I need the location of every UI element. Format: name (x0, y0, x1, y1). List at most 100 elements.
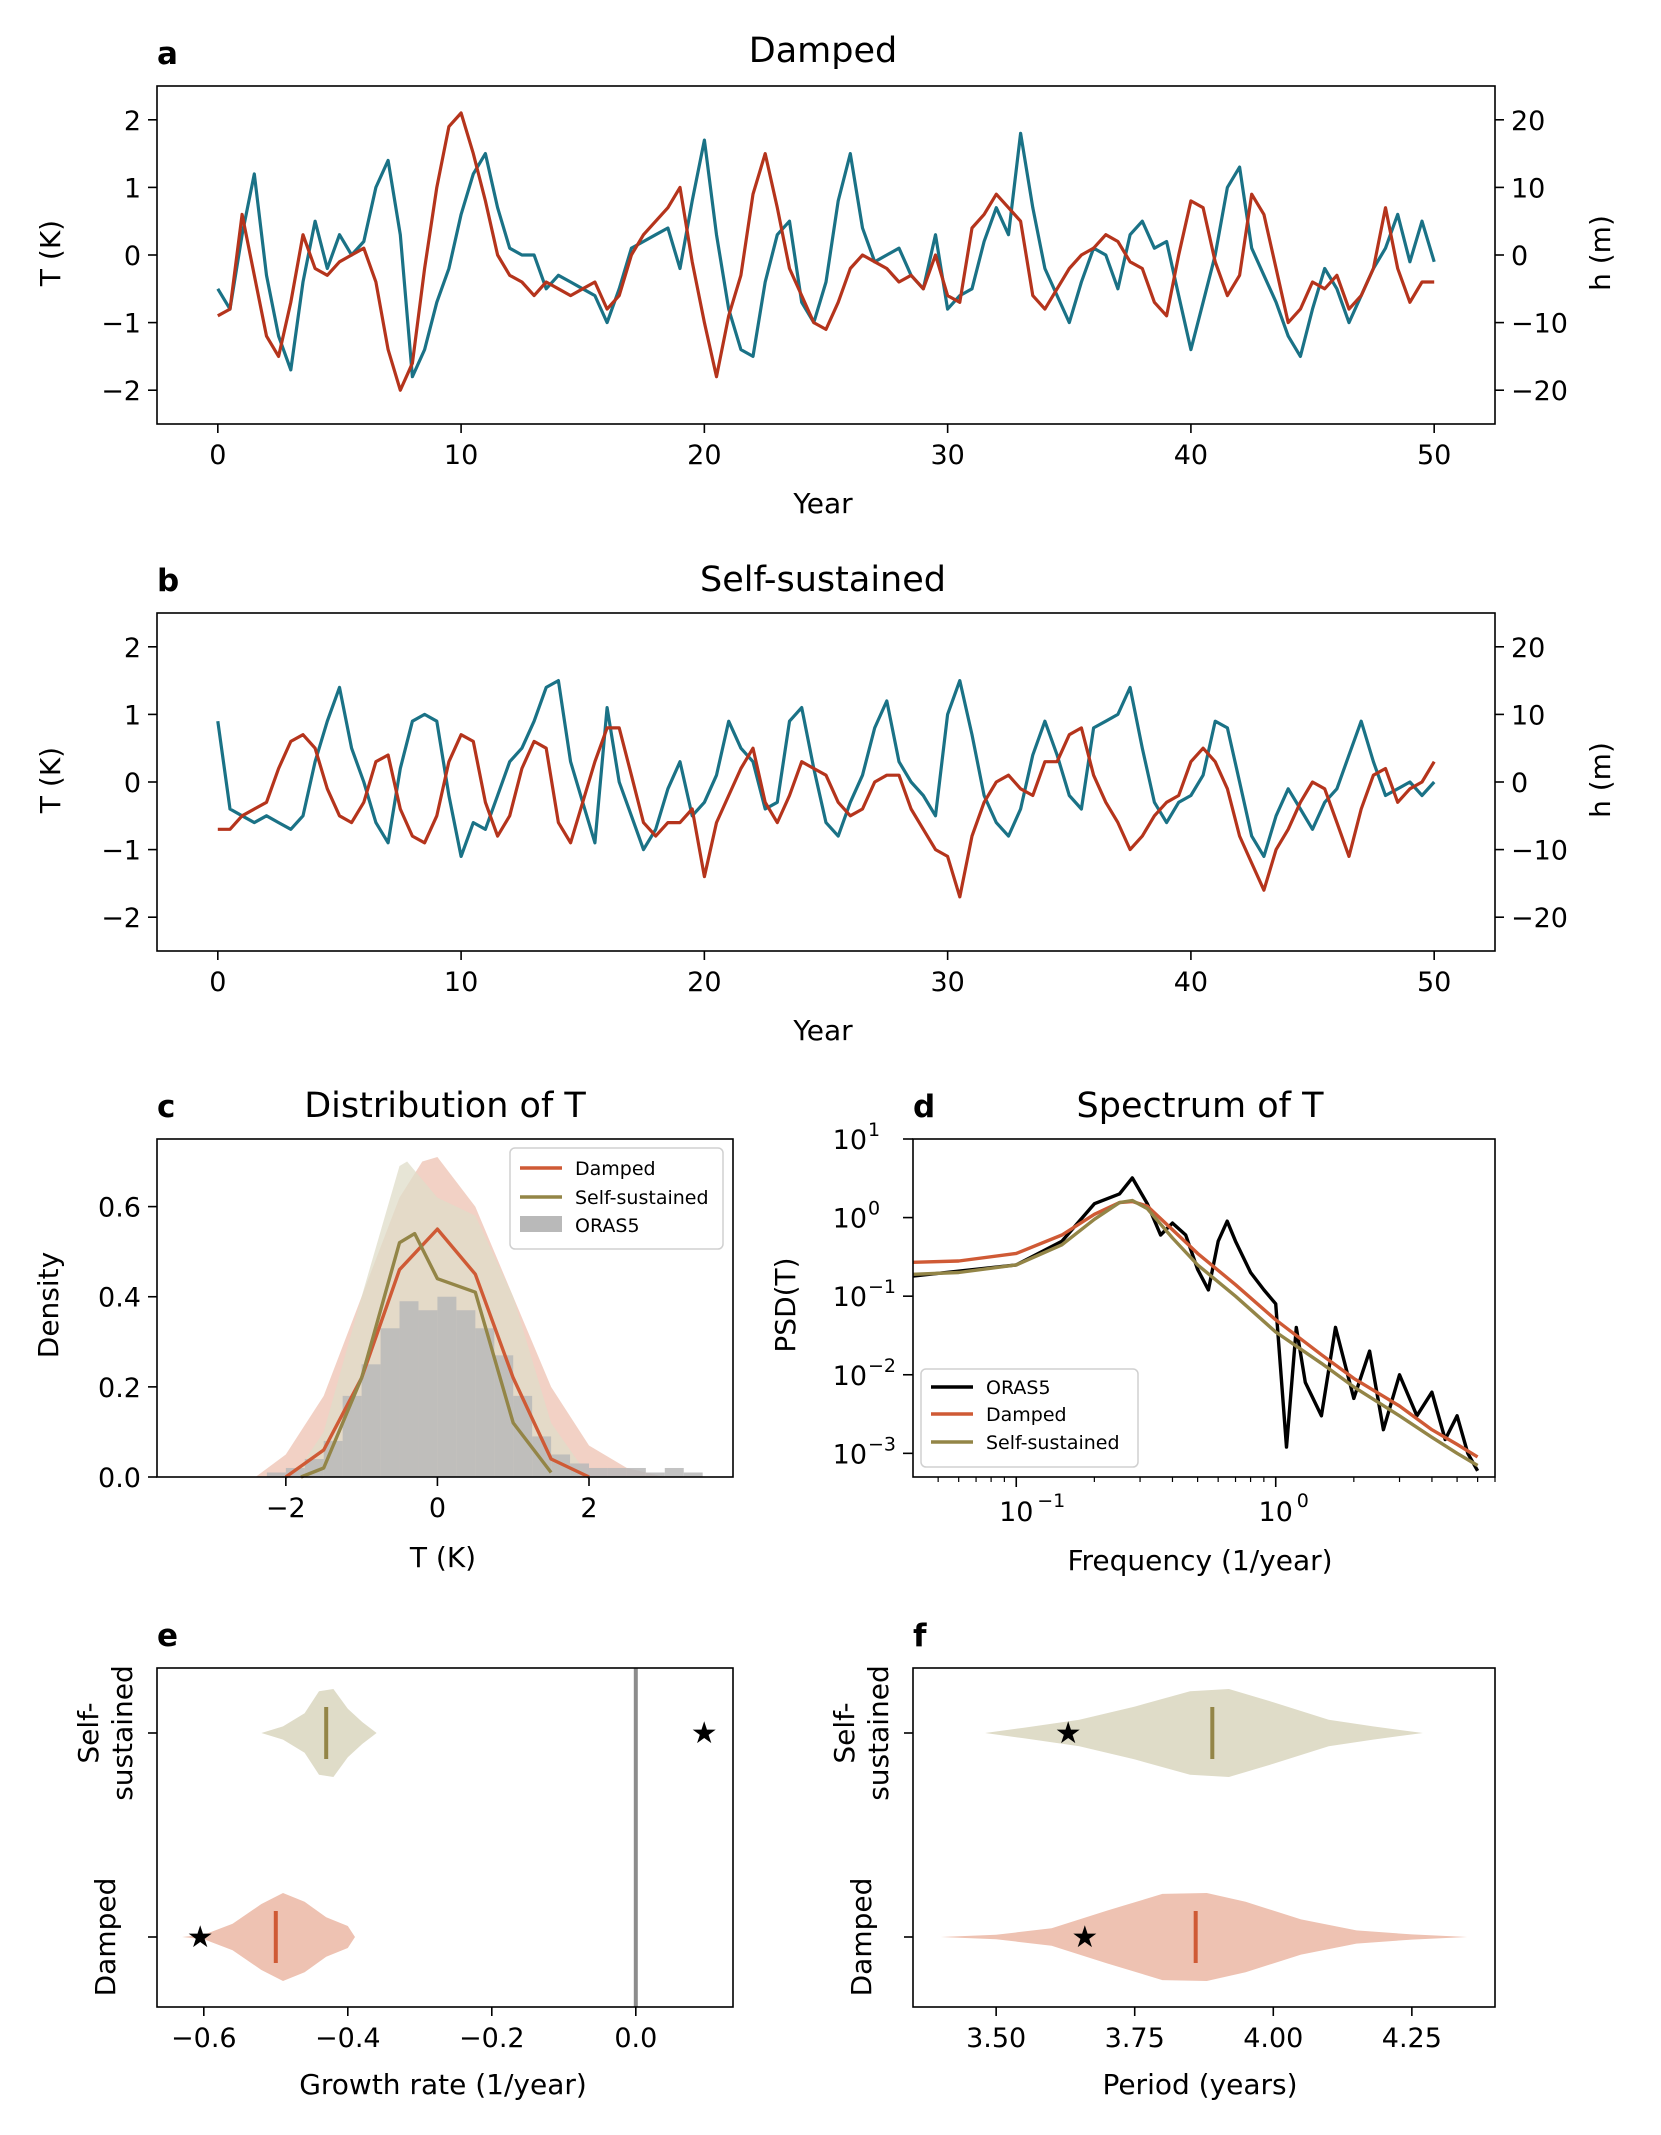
y-tick-label: 0.6 (98, 1193, 141, 1224)
category-label: Damped (89, 1878, 122, 1997)
y-tick-label-left: −1 (101, 836, 141, 867)
hist-bar (494, 1355, 514, 1477)
panel-d-title: Spectrum of T (1077, 1086, 1325, 1126)
panel-c-letter: c (157, 1089, 175, 1125)
legend-entry-damped: Damped (575, 1158, 656, 1180)
category-label: sustained (862, 1665, 895, 1801)
panel-f-plot: ★ ★ 3.50 3.75 4.00 4.25 Self-sustained Damped (828, 1665, 1496, 2054)
hist-bar (380, 1328, 400, 1477)
axes-frame (156, 1138, 734, 1478)
panel-e-xlabel: Growth rate (1/year) (299, 2068, 587, 2101)
y-tick-label-right: 0 (1511, 241, 1528, 272)
hist-bar (418, 1310, 438, 1477)
oras5-star-damped: ★ (1071, 1920, 1098, 1955)
x-tick-label: 4.00 (1243, 2023, 1303, 2054)
x-tick-label: −0.6 (171, 2023, 237, 2054)
x-tick-label: −0.4 (315, 2023, 381, 2054)
category-label: Self- (828, 1702, 861, 1763)
x-tick-label: 10 (999, 1497, 1033, 1528)
x-tick-label: 2 (580, 1493, 597, 1524)
legend-entry-oras5: ORAS5 (575, 1215, 640, 1237)
legend-swatch-oras5 (520, 1216, 562, 1232)
y-tick-label-left: 2 (124, 633, 141, 664)
kde-line-self-sustained (300, 1231, 553, 1479)
hist-bar (683, 1472, 703, 1477)
x-tick-label: 10 (444, 440, 478, 471)
category-label: Self- (72, 1702, 105, 1763)
psd-line-oras5 (912, 1176, 1480, 1472)
x-tick-label: 40 (1174, 440, 1208, 471)
y-tick-label-left: 2 (124, 106, 141, 137)
hist-bar (456, 1310, 476, 1477)
panel-a-xlabel: Year (792, 487, 853, 520)
panel-b: b Self-sustained 0 10 20 30 40 50−2−1012−20−1… (34, 560, 1617, 1047)
series-line-h (217, 111, 1435, 392)
hist-bar (664, 1467, 684, 1477)
panel-c-xlabel: T (K) (409, 1541, 476, 1574)
violin-damped (182, 1893, 355, 1981)
x-tick-label: −0.2 (459, 2023, 525, 2054)
legend-entry-self-sustained: Self-sustained (575, 1187, 709, 1209)
x-tick-label: 30 (930, 440, 964, 471)
y-tick-label-right: −10 (1511, 836, 1568, 867)
hist-bar (323, 1440, 343, 1477)
y-tick-exponent: 0 (868, 1198, 880, 1220)
panel-d-ylabel: PSD(T) (769, 1257, 802, 1352)
y-tick-label-right: 20 (1511, 633, 1545, 664)
panel-b-ylabel-right: h (m) (1584, 742, 1617, 818)
axes-frame (912, 1667, 1496, 2008)
y-tick-label: 0.0 (98, 1463, 141, 1494)
hist-bar (342, 1395, 362, 1477)
panel-a-ylabel-left: T (K) (34, 220, 67, 287)
y-tick-label-right: 20 (1511, 106, 1545, 137)
psd-line-self-sustained (912, 1198, 1479, 1467)
y-tick-label-right: 10 (1511, 173, 1545, 204)
category-label: Damped (845, 1878, 878, 1997)
legend: Damped Self-sustained ORAS5 (509, 1147, 724, 1250)
x-tick-label: 10 (1259, 1497, 1293, 1528)
y-tick-label-right: 10 (1511, 700, 1545, 731)
y-tick-exponent: −1 (868, 1276, 896, 1298)
violin-damped (940, 1893, 1468, 1981)
y-tick-label-left: 1 (124, 700, 141, 731)
category-label: sustained (106, 1665, 139, 1801)
y-tick-label-right: −10 (1511, 309, 1568, 340)
axes-frame (156, 85, 1496, 425)
panel-c: c Distribution of T −2 0 2 0.0 0.2 0.4 0.6 Damp… (32, 1086, 734, 1574)
legend-entry-oras5: ORAS5 (986, 1377, 1051, 1399)
hist-bar (607, 1467, 627, 1477)
panel-e: e ★★−0.6 −0.4 −0.2 0.0Self-sustainedDamped … (72, 1618, 734, 2101)
y-tick-exponent: −2 (868, 1355, 896, 1377)
y-tick-label-left: 0 (124, 768, 141, 799)
panel-f-letter: f (913, 1618, 927, 1654)
hist-bar (645, 1472, 665, 1477)
x-tick-label: 0 (209, 440, 226, 471)
y-tick-label: 10 (833, 1282, 867, 1313)
legend: ORAS5 Damped Self-sustained (920, 1368, 1139, 1468)
y-tick-label-right: −20 (1511, 376, 1568, 407)
x-tick-label: 30 (930, 967, 964, 998)
panel-a-letter: a (157, 36, 178, 72)
psd-line-damped (912, 1199, 1479, 1459)
y-tick-exponent: 1 (868, 1119, 880, 1141)
panel-d: d Spectrum of T 10 −1 10 010 110 010 −110 −210−… (769, 1086, 1496, 1577)
x-tick-label: 0 (209, 967, 226, 998)
x-tick-label: 10 (444, 967, 478, 998)
legend-box (509, 1147, 724, 1250)
hist-bar (361, 1364, 381, 1477)
panel-b-ylabel-left: T (K) (34, 747, 67, 814)
y-tick-label: 10 (833, 1361, 867, 1392)
legend-entry-damped: Damped (986, 1404, 1067, 1426)
panel-e-letter: e (157, 1618, 178, 1654)
panel-d-xlabel: Frequency (1/year) (1067, 1544, 1332, 1577)
panel-a-title: Damped (749, 31, 897, 71)
panel-f-xlabel: Period (years) (1102, 2068, 1297, 2101)
y-tick-label-left: 1 (124, 173, 141, 204)
legend-box (920, 1368, 1139, 1468)
hist-bar (266, 1472, 286, 1477)
panel-d-plot: 10 −1 10 010 110 010 −110 −210 −3ORAS5DampedSelf… (833, 1119, 1496, 1528)
axes-frame (156, 612, 1496, 952)
